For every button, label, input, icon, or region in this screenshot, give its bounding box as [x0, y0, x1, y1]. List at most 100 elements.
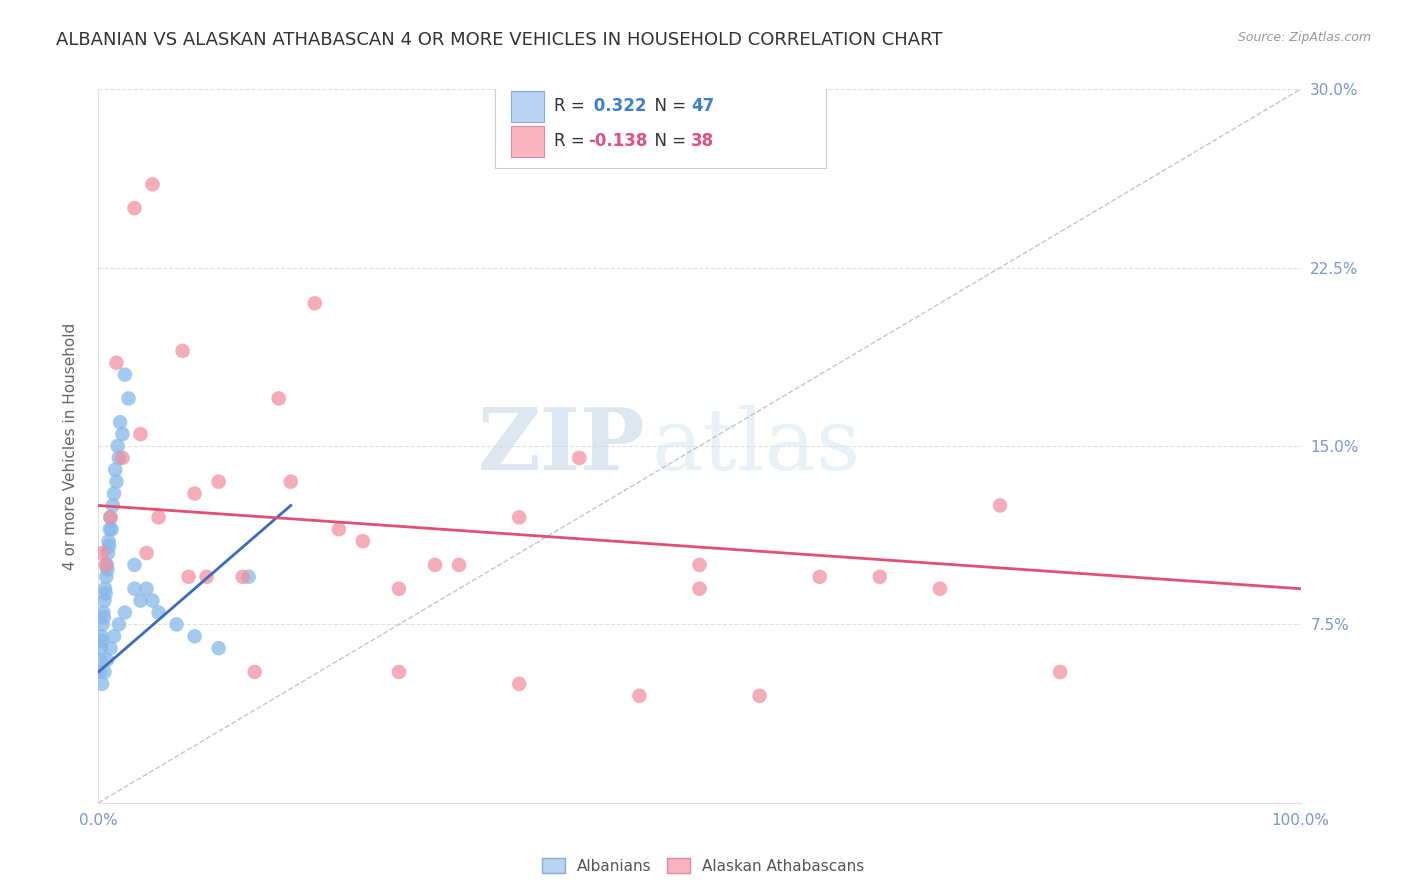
Point [388, 665, 411, 679]
Point [91, 606, 114, 620]
FancyBboxPatch shape [510, 91, 544, 122]
Text: 0.322: 0.322 [588, 97, 647, 115]
Point [447, 558, 470, 572]
Point [124, 582, 146, 596]
Point [96, 558, 118, 572]
Point [91, 617, 114, 632]
Point [105, 475, 128, 489]
Point [90, 629, 112, 643]
Point [93, 610, 115, 624]
Point [508, 677, 530, 691]
Point [100, 641, 122, 656]
Point [183, 486, 205, 500]
Text: R =: R = [554, 97, 591, 115]
Point [108, 415, 131, 429]
Point [94, 586, 117, 600]
Point [98, 539, 121, 553]
FancyBboxPatch shape [495, 78, 825, 168]
Text: 47: 47 [692, 97, 714, 115]
Point [129, 427, 152, 442]
Point [124, 201, 146, 215]
Point [94, 558, 117, 572]
Point [91, 677, 114, 691]
Point [101, 499, 124, 513]
Point [195, 570, 218, 584]
Point [129, 593, 152, 607]
Point [98, 522, 121, 536]
Text: 38: 38 [692, 132, 714, 150]
Point [423, 558, 446, 572]
Point [928, 582, 950, 596]
Point [135, 546, 157, 560]
Point [141, 178, 163, 192]
Point [108, 617, 131, 632]
Point [748, 689, 770, 703]
Text: -0.138: -0.138 [588, 132, 647, 150]
Point [689, 558, 711, 572]
Point [304, 296, 326, 310]
Point [90, 641, 112, 656]
Point [238, 570, 260, 584]
Point [100, 510, 122, 524]
Text: atlas: atlas [651, 404, 860, 488]
Point [172, 343, 194, 358]
Point [689, 582, 711, 596]
Point [568, 450, 591, 465]
Point [177, 570, 200, 584]
Point [628, 689, 651, 703]
Point [988, 499, 1011, 513]
Text: Source: ZipAtlas.com: Source: ZipAtlas.com [1237, 31, 1371, 45]
Point [89, 665, 111, 679]
Text: ALBANIAN VS ALASKAN ATHABASCAN 4 OR MORE VEHICLES IN HOUSEHOLD CORRELATION CHART: ALBANIAN VS ALASKAN ATHABASCAN 4 OR MORE… [56, 31, 943, 49]
Point [111, 427, 134, 442]
Text: N =: N = [644, 132, 692, 150]
Point [328, 522, 350, 536]
Point [96, 653, 118, 667]
Point [100, 522, 122, 536]
Point [232, 570, 254, 584]
Point [124, 558, 146, 572]
Point [183, 629, 205, 643]
Point [96, 570, 118, 584]
Point [114, 606, 136, 620]
Text: R =: R = [554, 132, 591, 150]
Point [104, 463, 127, 477]
Point [135, 582, 157, 596]
Point [114, 368, 136, 382]
Point [869, 570, 891, 584]
Y-axis label: 4 or more Vehicles in Household: 4 or more Vehicles in Household [63, 322, 77, 570]
Point [208, 475, 231, 489]
Point [93, 593, 115, 607]
Point [148, 510, 170, 524]
Point [111, 450, 134, 465]
Point [141, 593, 163, 607]
Point [97, 534, 120, 549]
Point [508, 510, 530, 524]
Point [103, 486, 125, 500]
Point [1049, 665, 1071, 679]
Point [208, 641, 231, 656]
Point [100, 510, 122, 524]
Point [105, 356, 128, 370]
Point [352, 534, 374, 549]
Point [93, 665, 115, 679]
Point [267, 392, 290, 406]
Point [166, 617, 188, 632]
Point [91, 546, 114, 560]
Point [96, 563, 118, 577]
Point [107, 439, 129, 453]
Point [808, 570, 831, 584]
Point [94, 582, 117, 596]
Legend: Albanians, Alaskan Athabascans: Albanians, Alaskan Athabascans [536, 852, 870, 880]
Point [89, 653, 111, 667]
Point [108, 450, 131, 465]
Point [91, 634, 114, 648]
Text: ZIP: ZIP [478, 404, 645, 488]
Point [117, 392, 139, 406]
Point [280, 475, 302, 489]
FancyBboxPatch shape [510, 126, 544, 157]
Point [97, 546, 120, 560]
Point [103, 629, 125, 643]
Point [388, 582, 411, 596]
Point [148, 606, 170, 620]
